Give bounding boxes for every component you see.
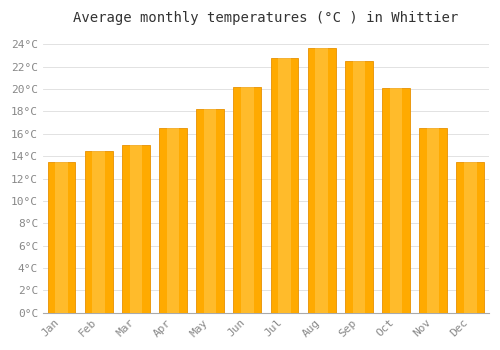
Bar bbox=[56, 162, 68, 313]
Bar bbox=[167, 128, 179, 313]
Title: Average monthly temperatures (°C ) in Whittier: Average monthly temperatures (°C ) in Wh… bbox=[74, 11, 458, 25]
Bar bbox=[234, 87, 262, 313]
Bar bbox=[204, 109, 216, 313]
Bar bbox=[419, 128, 447, 313]
Bar bbox=[316, 48, 328, 313]
Bar bbox=[270, 58, 298, 313]
Bar bbox=[241, 87, 254, 313]
Bar bbox=[85, 150, 112, 313]
Bar bbox=[308, 48, 336, 313]
Bar bbox=[122, 145, 150, 313]
Bar bbox=[159, 128, 187, 313]
Bar bbox=[390, 88, 402, 313]
Bar bbox=[456, 162, 484, 313]
Bar bbox=[130, 145, 142, 313]
Bar bbox=[345, 61, 373, 313]
Bar bbox=[464, 162, 476, 313]
Bar bbox=[352, 61, 365, 313]
Bar bbox=[92, 150, 105, 313]
Bar bbox=[196, 109, 224, 313]
Bar bbox=[427, 128, 440, 313]
Bar bbox=[48, 162, 76, 313]
Bar bbox=[278, 58, 291, 313]
Bar bbox=[382, 88, 410, 313]
